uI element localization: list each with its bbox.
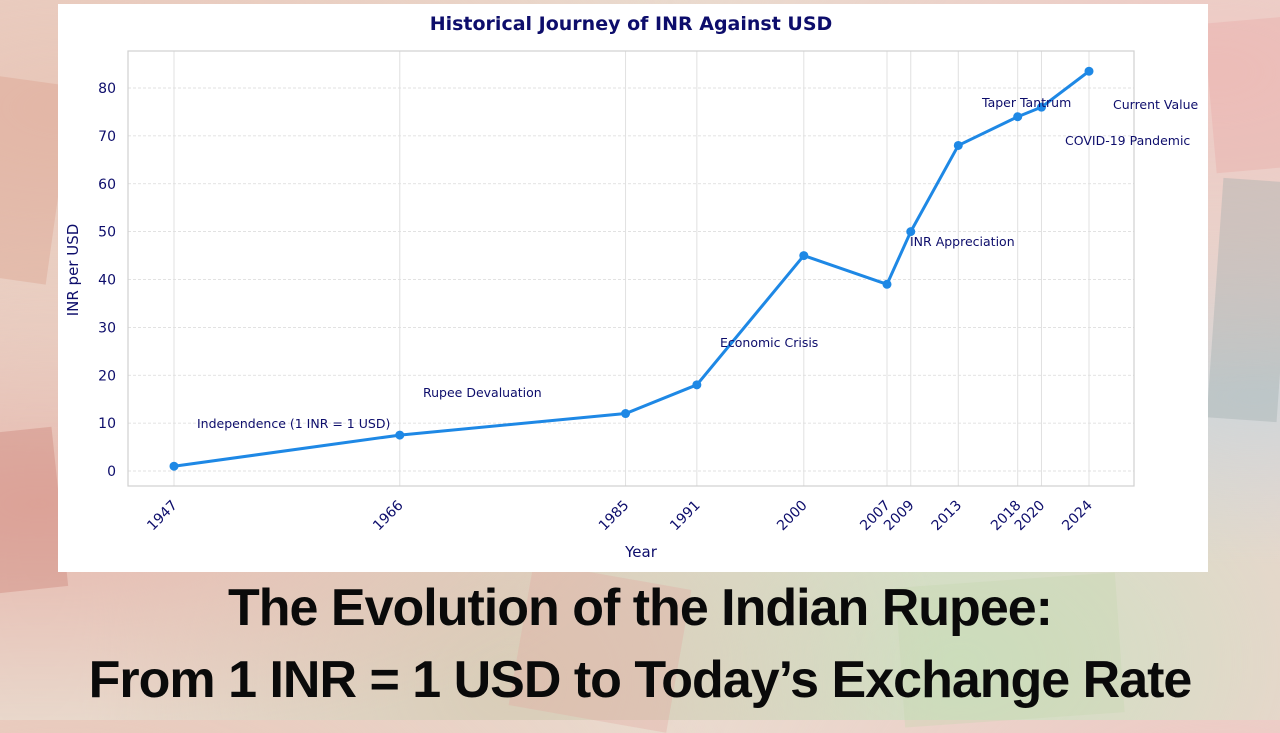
headline-line-2: From 1 INR = 1 USD to Today’s Exchange R… — [88, 651, 1193, 709]
x-tick-label: 1966 — [370, 497, 407, 534]
data-point — [621, 409, 631, 419]
x-axis-label: Year — [624, 543, 658, 561]
plot-frame — [127, 50, 1135, 487]
y-tick-label: 20 — [98, 368, 116, 384]
data-point — [906, 227, 916, 237]
banknote-background — [1206, 177, 1280, 423]
x-tick-label: 2013 — [929, 498, 966, 535]
x-tick-label: 2000 — [774, 498, 811, 535]
data-point — [953, 140, 963, 150]
data-point — [1084, 66, 1094, 76]
annotation-label: Economic Crisis — [720, 335, 818, 350]
data-line — [173, 70, 1090, 468]
y-tick-label: 10 — [98, 416, 116, 432]
y-tick-label: 50 — [98, 225, 116, 241]
data-point — [692, 380, 702, 390]
chart-card: Historical Journey of INR Against USD 0 1… — [58, 4, 1208, 572]
headline-line-1: The Evolution of the Indian Rupee: — [228, 579, 1053, 637]
annotation-label: Current Value — [1113, 97, 1199, 112]
data-point — [1036, 102, 1046, 112]
x-tick-label: 2024 — [1059, 497, 1096, 534]
annotation-label: INR Appreciation — [910, 234, 1015, 249]
annotation-label: COVID-19 Pandemic — [1065, 133, 1190, 148]
y-tick-label: 0 — [107, 464, 116, 480]
chart-title: Historical Journey of INR Against USD — [429, 13, 833, 35]
y-tick-label: 70 — [98, 129, 116, 145]
data-point — [1013, 112, 1023, 122]
y-tick-label: 80 — [98, 81, 116, 97]
y-tick-label: 60 — [98, 177, 116, 193]
banknote-background — [1203, 16, 1280, 174]
x-tick-label: 1985 — [596, 498, 633, 535]
x-tick-label: 1991 — [667, 498, 704, 535]
y-tick-label: 40 — [98, 273, 116, 289]
data-point — [799, 251, 809, 261]
y-tick-label: 30 — [98, 320, 116, 336]
data-point — [882, 279, 892, 289]
data-point — [395, 430, 405, 440]
y-axis-label: INR per USD — [64, 224, 82, 317]
annotation-label: Taper Tantrum — [981, 95, 1071, 110]
data-point — [169, 461, 179, 471]
annotation-label: Independence (1 INR = 1 USD) — [197, 416, 390, 431]
x-tick-label: 1947 — [144, 498, 181, 535]
annotation-label: Rupee Devaluation — [423, 385, 542, 400]
